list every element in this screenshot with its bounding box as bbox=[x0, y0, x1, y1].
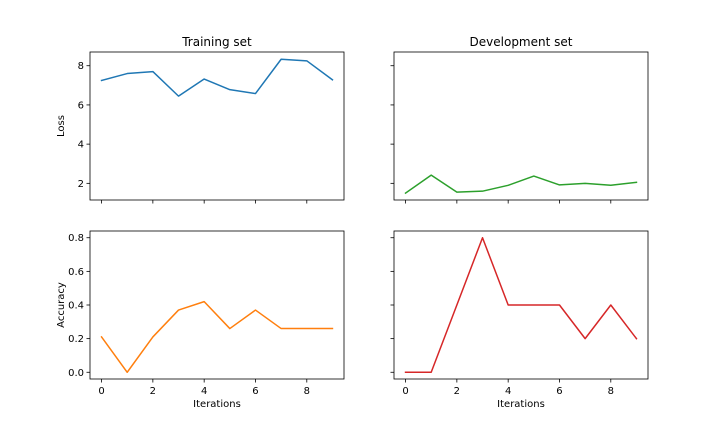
development-loss-panel: Development set bbox=[390, 35, 649, 204]
training-accuracy-axes-frame bbox=[89, 230, 345, 380]
training-accuracy-x-tick-label: 0 bbox=[98, 386, 104, 397]
development-accuracy-series-line bbox=[404, 236, 638, 374]
training-accuracy-x-axis-label: Iterations bbox=[193, 399, 241, 410]
development-loss-axes-frame bbox=[393, 51, 649, 201]
development-accuracy-panel: 0 2 4 6 8 Iterations bbox=[390, 230, 649, 410]
development-loss-title: Development set bbox=[470, 35, 573, 49]
training-accuracy-series-line bbox=[100, 300, 334, 374]
training-accuracy-y-tick-label: 0.0 bbox=[68, 368, 84, 379]
training-loss-y-axis-label: Loss bbox=[56, 115, 67, 137]
training-accuracy-x-tick-label: 6 bbox=[252, 386, 258, 397]
training-loss-y-tick-label: 4 bbox=[78, 140, 84, 151]
training-loss-y-tick-label: 6 bbox=[78, 100, 84, 111]
training-accuracy-y-tick-label: 0.6 bbox=[68, 267, 84, 278]
training-accuracy-x-tick-label: 2 bbox=[150, 386, 156, 397]
training-accuracy-y-axis-label: Accuracy bbox=[56, 282, 67, 328]
training-loss-title: Training set bbox=[181, 35, 252, 49]
development-accuracy-x-tick-label: 6 bbox=[556, 386, 562, 397]
development-accuracy-x-tick-label: 4 bbox=[505, 386, 511, 397]
training-loss-panel: 2 4 6 8 Training set Loss bbox=[56, 35, 345, 204]
development-accuracy-x-tick-label: 2 bbox=[454, 386, 460, 397]
development-loss-series-line bbox=[404, 174, 638, 195]
training-accuracy-panel: 0 2 4 6 8 0.0 0.2 0.4 0.6 0.8 Iterations Accuracy bbox=[56, 230, 345, 410]
training-loss-series-line bbox=[100, 58, 334, 97]
training-accuracy-x-tick-label: 4 bbox=[201, 386, 207, 397]
training-loss-axes-frame bbox=[89, 51, 345, 201]
training-accuracy-y-tick-label: 0.8 bbox=[68, 233, 84, 244]
development-accuracy-x-tick-label: 8 bbox=[608, 386, 614, 397]
development-accuracy-x-tick-label: 0 bbox=[402, 386, 408, 397]
training-accuracy-x-tick-label: 8 bbox=[304, 386, 310, 397]
development-accuracy-x-axis-label: Iterations bbox=[497, 399, 545, 410]
training-loss-y-tick-label: 8 bbox=[78, 61, 84, 72]
training-loss-y-tick-label: 2 bbox=[78, 179, 84, 190]
training-accuracy-y-tick-label: 0.4 bbox=[68, 301, 84, 312]
training-accuracy-y-tick-label: 0.2 bbox=[68, 334, 84, 345]
